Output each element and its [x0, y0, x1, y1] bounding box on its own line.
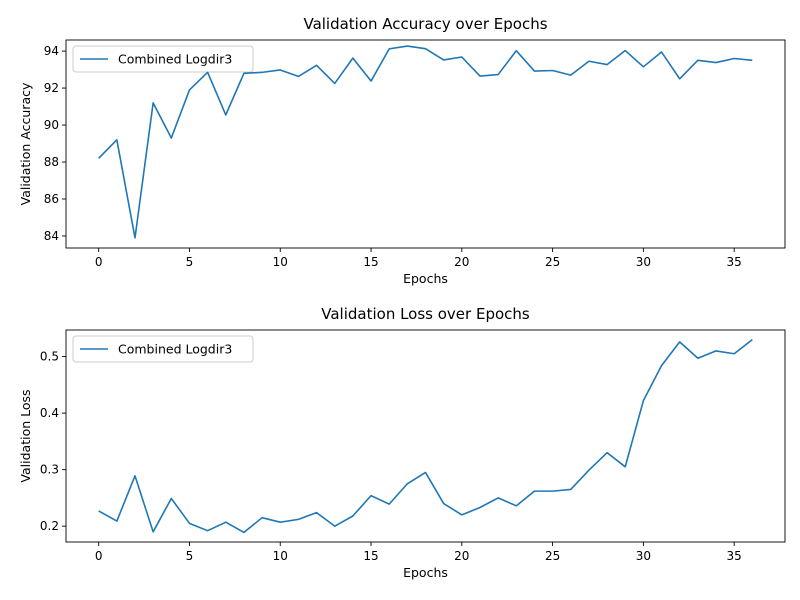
- accuracy-y-tick-label: 88: [44, 155, 59, 169]
- accuracy-y-tick-label: 94: [44, 44, 59, 58]
- accuracy-y-tick-label: 90: [44, 118, 59, 132]
- loss-x-tick-label: 0: [95, 549, 103, 563]
- loss-x-tick-label: 5: [186, 549, 194, 563]
- accuracy-x-tick-label: 25: [545, 255, 560, 269]
- loss-y-axis-label: Validation Loss: [18, 389, 33, 482]
- accuracy-chart-title: Validation Accuracy over Epochs: [303, 15, 547, 33]
- loss-x-tick-label: 35: [727, 549, 742, 563]
- accuracy-x-axis-label: Epochs: [403, 271, 448, 286]
- accuracy-x-tick-label: 20: [454, 255, 469, 269]
- loss-y-tick-label: 0.5: [40, 350, 59, 364]
- accuracy-y-tick-label: 84: [44, 229, 59, 243]
- accuracy-legend-label: Combined Logdir3: [118, 52, 232, 67]
- loss-x-tick-label: 30: [636, 549, 651, 563]
- accuracy-y-tick-label: 86: [44, 192, 59, 206]
- loss-x-tick-label: 10: [273, 549, 288, 563]
- accuracy-x-tick-label: 5: [186, 255, 194, 269]
- loss-legend-label: Combined Logdir3: [118, 342, 232, 357]
- loss-chart-title: Validation Loss over Epochs: [321, 305, 530, 323]
- loss-x-tick-label: 15: [363, 549, 378, 563]
- loss-chart: Validation Loss over Epochs Epochs Valid…: [18, 305, 786, 580]
- accuracy-x-tick-label: 10: [273, 255, 288, 269]
- loss-y-tick-label: 0.3: [40, 463, 59, 477]
- accuracy-y-axis-label: Validation Accuracy: [18, 82, 33, 205]
- loss-y-tick-label: 0.2: [40, 519, 59, 533]
- loss-axes-frame: [65, 329, 786, 543]
- accuracy-x-tick-label: 0: [95, 255, 103, 269]
- accuracy-x-tick-label: 35: [727, 255, 742, 269]
- accuracy-x-tick-label: 15: [363, 255, 378, 269]
- loss-legend-box: [72, 335, 254, 363]
- accuracy-y-tick-label: 92: [44, 81, 59, 95]
- loss-y-tick-label: 0.4: [40, 406, 59, 420]
- accuracy-x-tick-label: 30: [636, 255, 651, 269]
- accuracy-legend-box: [72, 45, 254, 73]
- accuracy-axes-frame: [65, 39, 786, 249]
- loss-series-line: [98, 338, 753, 534]
- accuracy-series-line: [98, 45, 753, 239]
- loss-x-tick-label: 20: [454, 549, 469, 563]
- accuracy-chart: Validation Accuracy over Epochs Epochs V…: [18, 15, 786, 286]
- loss-x-tick-label: 25: [545, 549, 560, 563]
- loss-x-axis-label: Epochs: [403, 565, 448, 580]
